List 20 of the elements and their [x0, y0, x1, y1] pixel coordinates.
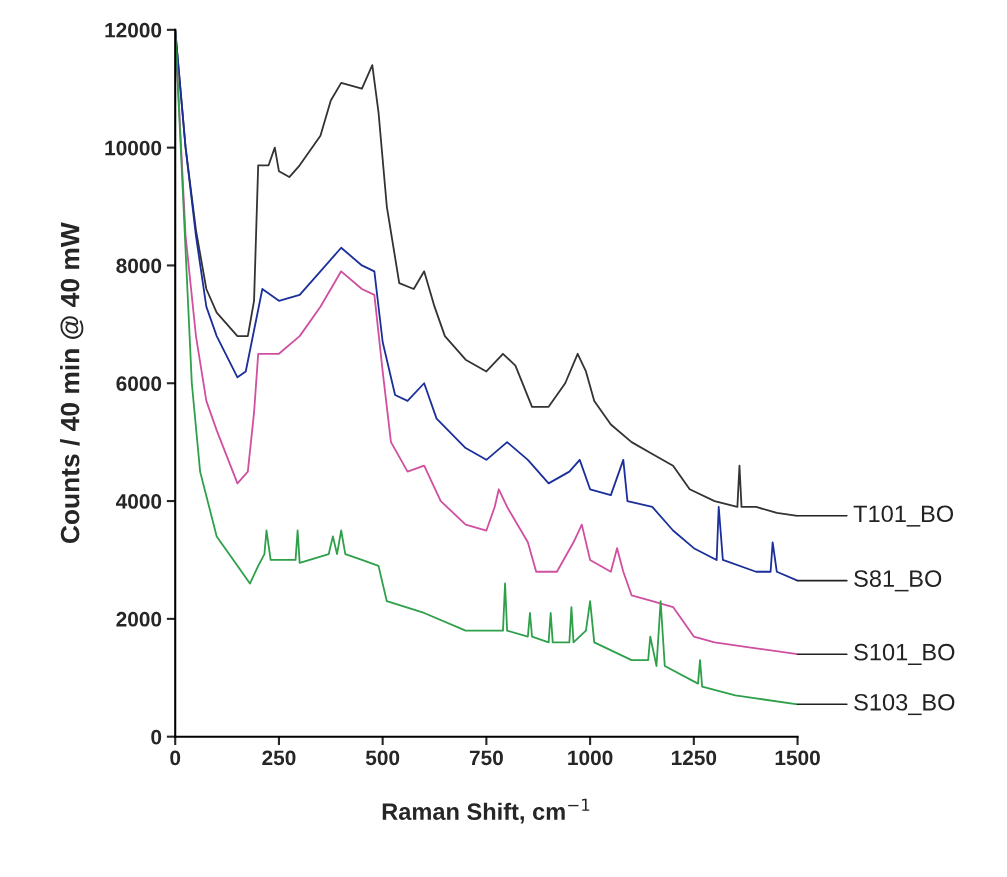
text: S101_BO [854, 643, 955, 666]
y-tick-label: 12000 [105, 22, 162, 38]
x-tick-label: 500 [365, 750, 400, 766]
y-tick-label: 10000 [105, 140, 162, 156]
x-tick-label: 750 [469, 750, 503, 766]
x-axis-title: Raman Shift, cm$^{−1}$ [382, 798, 590, 824]
y-axis-title: Counts / 40 min @ 40 mW [60, 222, 84, 544]
text: S81_BO [854, 570, 942, 592]
y-tick-label: 6000 [116, 376, 162, 391]
y-tick-label: 8000 [116, 258, 162, 274]
x-tick-label: 250 [262, 750, 296, 766]
text: S103_BO [854, 693, 955, 716]
x-tick-label: 1250 [671, 750, 717, 766]
x-tick-label: 0 [170, 750, 181, 766]
y-tick-label: 2000 [116, 611, 162, 627]
y-tick-label: 4000 [116, 494, 162, 509]
x-tick-label: 1500 [775, 750, 820, 766]
text: T101_BO [853, 505, 954, 527]
x-tick-label: 1000 [568, 750, 613, 766]
y-tick-label: 0 [151, 729, 162, 745]
